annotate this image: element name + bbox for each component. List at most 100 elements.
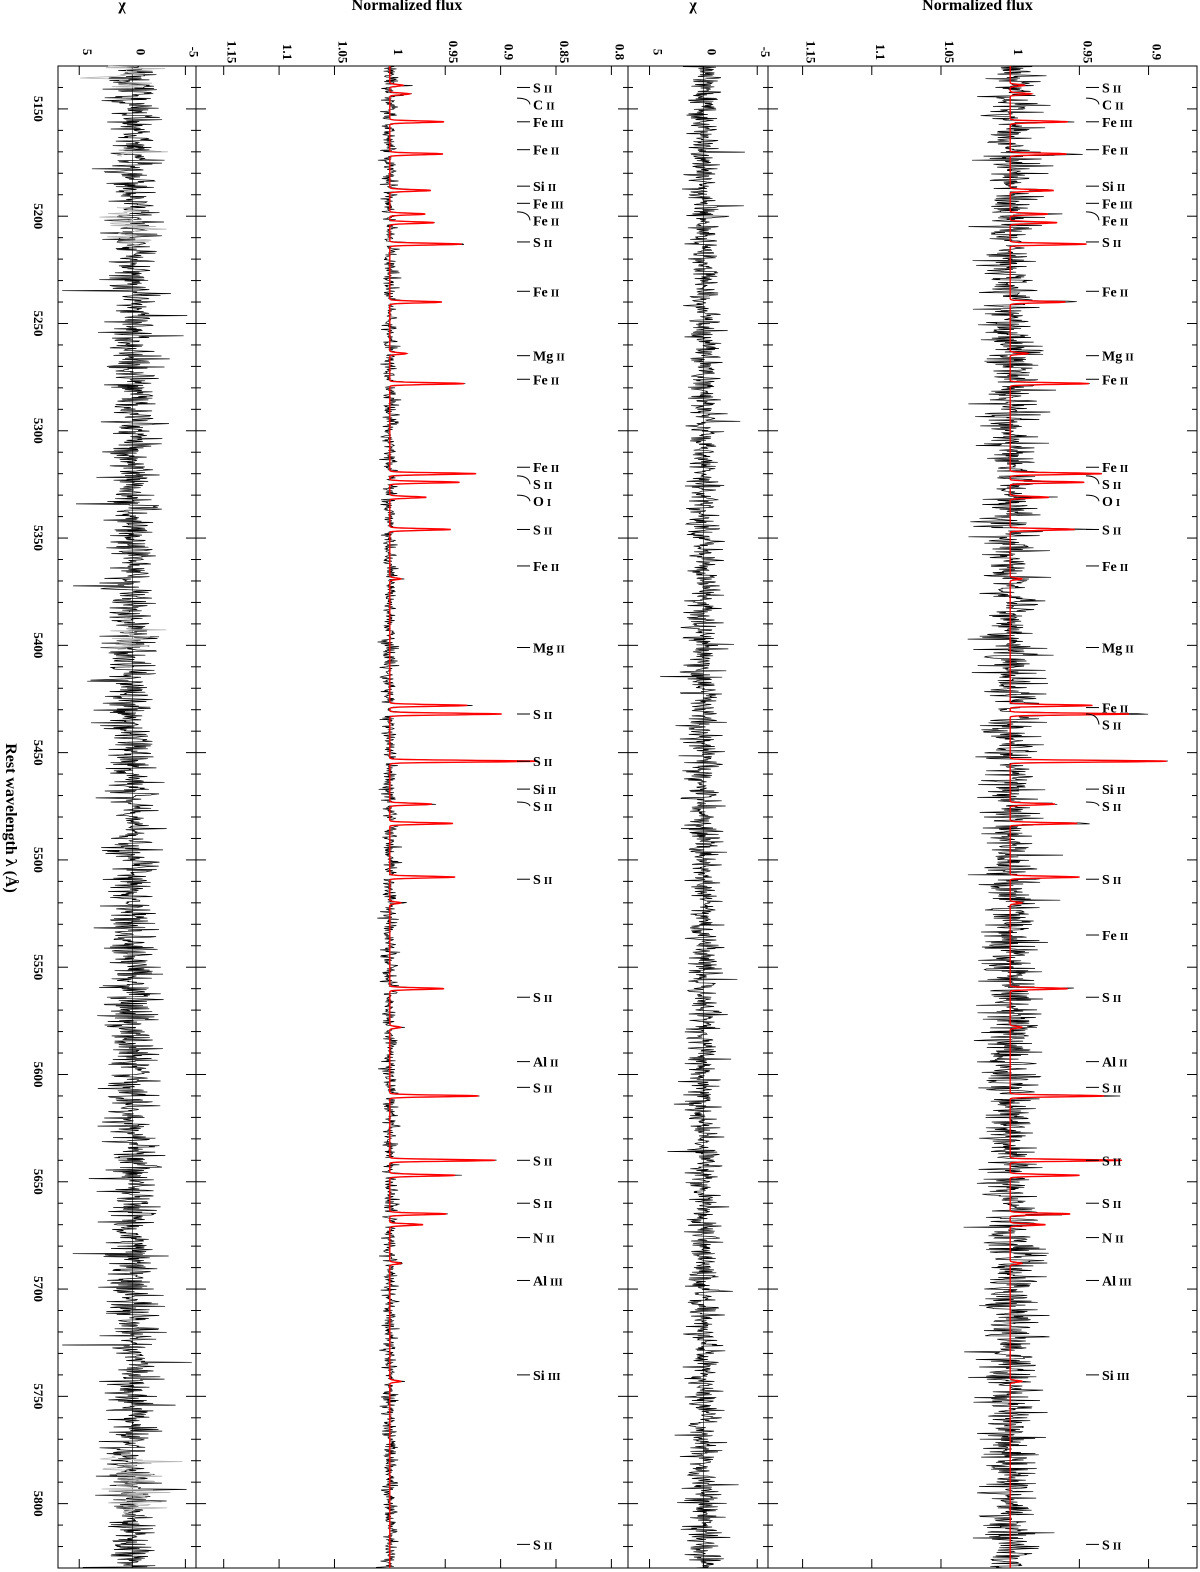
- ion-stage: II: [1113, 875, 1122, 887]
- line-id-label: Fe II: [1102, 702, 1128, 717]
- line-id-label: Al III: [1102, 1274, 1132, 1289]
- ion-stage: II: [546, 1234, 555, 1246]
- line-id-connector: [1085, 97, 1100, 105]
- line-id-label: S II: [1102, 1538, 1121, 1553]
- wavelength-tick-label: 5450: [31, 740, 46, 766]
- line-id-label: S II: [533, 755, 552, 770]
- wavelength-tick-label: 5800: [31, 1491, 46, 1517]
- ion-stage: II: [1113, 1083, 1122, 1095]
- ion-stage: II: [1120, 287, 1129, 299]
- ion-stage: II: [1120, 931, 1129, 943]
- line-id-label: S II: [533, 1197, 552, 1212]
- panel-chi-lower: -5 0 5 χ 5150 5200 5250 5300 5350 5400 5450 5500 555…: [31, 0, 201, 1569]
- ion-stage: III: [551, 118, 564, 130]
- line-id-label: Fe II: [533, 285, 559, 300]
- ion-stage: II: [1113, 238, 1122, 250]
- ion-stage: II: [1117, 182, 1126, 194]
- value-tick-label: 0: [704, 49, 719, 56]
- ion-stage: II: [1119, 1058, 1128, 1070]
- wavelength-tick-label: 5200: [31, 203, 46, 229]
- ion-stage: II: [1113, 1540, 1122, 1552]
- line-id-label: Fe III: [1102, 197, 1133, 212]
- panels-layer: -505χ51505200525053005350540054505500555…: [31, 0, 1198, 1569]
- value-tick-label: 5: [80, 49, 95, 56]
- line-id-label: Mg II: [1102, 641, 1134, 656]
- value-tick-label: 0.8: [612, 44, 627, 61]
- line-id-label: S II: [533, 1081, 552, 1096]
- wavelength-tick-label: 5750: [31, 1383, 46, 1409]
- line-id-label: Fe II: [1102, 144, 1128, 159]
- line-id-label: Si III: [1102, 1369, 1130, 1384]
- ion-stage: III: [1120, 118, 1133, 130]
- ion-stage: II: [551, 287, 560, 299]
- line-id-label: N II: [1102, 1232, 1124, 1247]
- line-id-label: S II: [1102, 873, 1121, 888]
- line-id-label: S II: [533, 800, 552, 815]
- line-id-label: Fe II: [1102, 285, 1128, 300]
- ion-stage: II: [551, 216, 560, 228]
- observed-flux-series: [375, 65, 529, 1569]
- residual-series: [62, 65, 192, 1569]
- ion-stage: III: [548, 1371, 561, 1383]
- line-id-label: N II: [533, 1232, 555, 1247]
- ion-stage: II: [556, 643, 565, 655]
- ion-stage: II: [1120, 704, 1129, 716]
- line-id-label: S II: [1102, 236, 1121, 251]
- wavelength-tick-label: 5600: [31, 1061, 46, 1087]
- line-id-connector: [1085, 211, 1100, 221]
- line-id-connector: [516, 211, 531, 221]
- panel-axis-title: χ: [688, 0, 697, 14]
- ion-stage: I: [1116, 497, 1120, 509]
- line-id-label: Fe II: [1102, 560, 1128, 575]
- wavelength-tick-label: 5300: [31, 418, 46, 444]
- ion-stage: II: [1113, 721, 1122, 733]
- model-flux-series: [389, 66, 538, 1568]
- ion-stage: II: [544, 875, 553, 887]
- ion-stage: II: [544, 83, 553, 95]
- panel-flux-upper: 0.9 0.95 1 1.05 1.1 1.15 Normalized flux: [767, 0, 1198, 1569]
- ion-stage: II: [544, 757, 553, 769]
- ion-stage: II: [544, 1156, 553, 1168]
- line-id-connector: [1085, 494, 1100, 502]
- ion-stage: II: [1113, 993, 1122, 1005]
- ion-stage: II: [1113, 802, 1122, 814]
- line-id-label: Si II: [1102, 180, 1125, 195]
- masked-residual-series: [100, 1456, 183, 1517]
- line-id-label: Al III: [533, 1274, 563, 1289]
- wavelength-tick-label: 5650: [31, 1169, 46, 1195]
- masked-residual-series: [116, 147, 168, 157]
- panel-flux-lower: 0.8 0.85 0.9 0.95 1 1.05 1.1 1.15 Normalized flu…: [195, 0, 629, 1569]
- ion-stage: II: [1113, 1156, 1122, 1168]
- value-tick-label: 1: [1011, 49, 1026, 56]
- line-id-label: Fe II: [533, 144, 559, 159]
- line-id-connector: [1085, 475, 1100, 485]
- observed-flux-series: [963, 65, 1168, 1569]
- line-id-label: Fe II: [1102, 929, 1128, 944]
- line-id-label: S II: [1102, 800, 1121, 815]
- ion-stage: II: [1125, 643, 1134, 655]
- value-tick-label: 0.9: [502, 44, 517, 61]
- value-tick-label: 1.05: [942, 41, 957, 64]
- panel-axis-title: Normalized flux: [922, 0, 1033, 14]
- line-id-label: S II: [533, 81, 552, 96]
- value-tick-label: 0.95: [446, 41, 461, 64]
- ion-stage: II: [544, 1199, 553, 1211]
- ion-stage: III: [1117, 1371, 1130, 1383]
- line-id-label: S II: [533, 708, 552, 723]
- ion-stage: II: [544, 1083, 553, 1095]
- line-id-label: Mg II: [533, 350, 565, 365]
- ion-stage: III: [550, 1276, 563, 1288]
- panel-axis-title: χ: [117, 0, 126, 14]
- masked-residual-series: [99, 207, 167, 247]
- model-flux-series: [1009, 66, 1167, 1568]
- line-id-label: S II: [533, 478, 552, 493]
- value-tick-label: 5: [651, 49, 666, 56]
- line-id-label: S II: [1102, 478, 1121, 493]
- wavelength-tick-label: 5150: [31, 96, 46, 122]
- line-id-label: S II: [1102, 523, 1121, 538]
- panel-chi-upper: -5 0 5 χ: [627, 0, 773, 1569]
- ion-stage: II: [1113, 525, 1122, 537]
